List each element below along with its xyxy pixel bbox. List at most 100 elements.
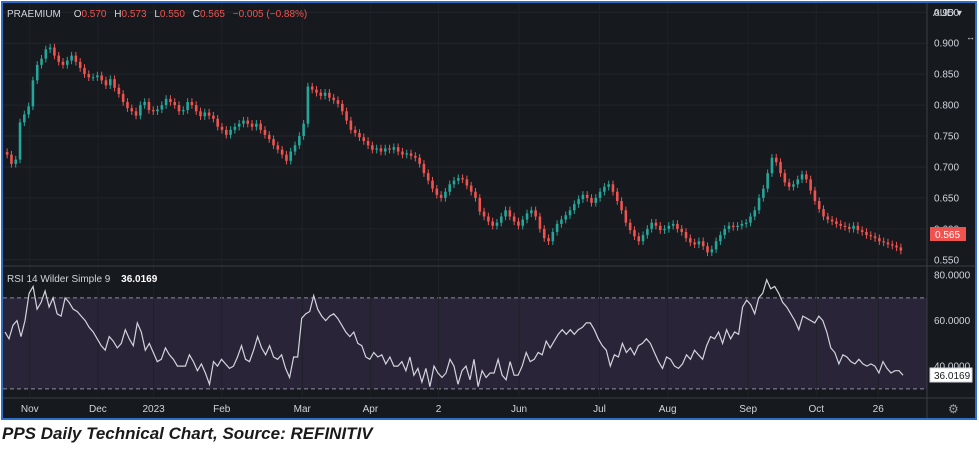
rsi-tick-label: 40.0000 xyxy=(934,362,971,373)
candle-body xyxy=(422,163,426,174)
candle-body xyxy=(676,223,679,229)
candle-body xyxy=(139,105,142,116)
symbol-label: PRAEMIUM xyxy=(7,9,61,20)
candle-body xyxy=(203,112,207,117)
candle-body xyxy=(835,221,838,224)
candle-body xyxy=(581,194,585,200)
candle-body xyxy=(796,179,800,185)
candle-body xyxy=(345,111,348,121)
candle-body xyxy=(860,230,864,232)
candle-body xyxy=(229,129,232,135)
candle-body xyxy=(74,55,78,62)
low-value: 0.550 xyxy=(160,9,185,20)
price-tick-label: 0.900 xyxy=(934,39,959,50)
candle-body xyxy=(770,157,774,174)
candle-body xyxy=(87,74,91,78)
chart-frame: 0.9500.9000.8500.8000.7500.7000.6500.600… xyxy=(1,1,977,420)
candle-body xyxy=(637,236,641,242)
candle-body xyxy=(865,231,868,236)
candle-body xyxy=(164,98,168,106)
time-tick-label: Apr xyxy=(363,404,379,415)
price-tick-label: 0.700 xyxy=(934,162,959,173)
candle-body xyxy=(134,111,138,116)
candle-body xyxy=(186,102,189,111)
candle-body xyxy=(727,225,731,229)
rsi-tick-label: 60.0000 xyxy=(934,316,971,327)
candle-body xyxy=(78,61,82,68)
time-tick-label: Aug xyxy=(659,404,677,415)
currency-selector[interactable]: AUD ▾ xyxy=(933,8,962,19)
candle-body xyxy=(31,80,35,107)
candle-body xyxy=(401,151,404,155)
candle-body xyxy=(113,79,116,88)
candle-body xyxy=(431,180,434,189)
candle-body xyxy=(207,112,211,116)
candle-body xyxy=(547,238,550,242)
candle-body xyxy=(491,221,494,226)
last-price-text: 0.565 xyxy=(935,230,960,241)
candle-body xyxy=(525,213,529,220)
candle-body xyxy=(848,227,851,229)
open-value: 0.570 xyxy=(81,9,106,20)
time-tick-label: Sep xyxy=(739,404,757,415)
candle-body xyxy=(379,148,383,152)
candle-body xyxy=(852,225,855,229)
candle-body xyxy=(224,129,228,135)
open-label: O xyxy=(74,9,82,20)
candle-body xyxy=(671,223,675,226)
candle-body xyxy=(276,145,280,150)
candle-body xyxy=(568,210,572,216)
candle-body xyxy=(822,209,825,217)
candle-body xyxy=(439,194,443,198)
candle-body xyxy=(886,242,890,245)
rsi-value-badge xyxy=(929,367,973,383)
candle-body xyxy=(242,120,245,124)
candle-body xyxy=(388,148,391,150)
candle-body xyxy=(607,184,610,187)
trading-chart[interactable]: 0.9500.9000.8500.8000.7500.7000.6500.600… xyxy=(3,3,975,418)
gear-icon[interactable]: ⚙ xyxy=(948,402,959,416)
candle-body xyxy=(633,230,636,237)
candle-body xyxy=(130,108,134,112)
candle-body xyxy=(800,174,804,180)
candle-body xyxy=(104,80,108,86)
candle-body xyxy=(706,246,709,253)
candle-body xyxy=(332,97,335,101)
candle-body xyxy=(663,228,666,231)
candle-body xyxy=(53,47,56,56)
candle-body xyxy=(542,228,546,239)
candle-body xyxy=(878,238,881,242)
candle-body xyxy=(826,216,830,220)
candle-body xyxy=(650,222,653,229)
candle-body xyxy=(658,225,662,231)
candle-body xyxy=(869,235,873,237)
candle-body xyxy=(753,210,757,217)
candle-body xyxy=(457,178,460,181)
candle-body xyxy=(220,126,224,130)
candle-body xyxy=(435,188,439,195)
candle-body xyxy=(349,120,353,130)
candle-body xyxy=(560,219,563,224)
candle-body xyxy=(611,184,615,192)
candle-body xyxy=(96,75,99,78)
candle-body xyxy=(585,194,589,198)
candle-body xyxy=(899,247,903,251)
candle-body xyxy=(856,225,860,231)
candle-body xyxy=(573,204,576,211)
candle-body xyxy=(487,216,490,222)
candle-body xyxy=(465,179,469,186)
time-tick-label: Mar xyxy=(294,404,312,415)
candle-body xyxy=(66,60,69,65)
candle-body xyxy=(255,123,258,127)
candle-body xyxy=(182,110,185,112)
candle-body xyxy=(371,145,374,150)
candle-body xyxy=(315,89,318,93)
rsi-title: RSI 14 Wilder Simple 9 xyxy=(7,274,111,285)
candle-body xyxy=(143,102,146,106)
candle-body xyxy=(461,178,464,180)
candle-body xyxy=(482,211,486,217)
candle-body xyxy=(10,154,13,164)
rsi-tick-label: 80.0000 xyxy=(934,271,971,282)
candle-body xyxy=(890,244,894,246)
candle-body xyxy=(173,102,177,106)
